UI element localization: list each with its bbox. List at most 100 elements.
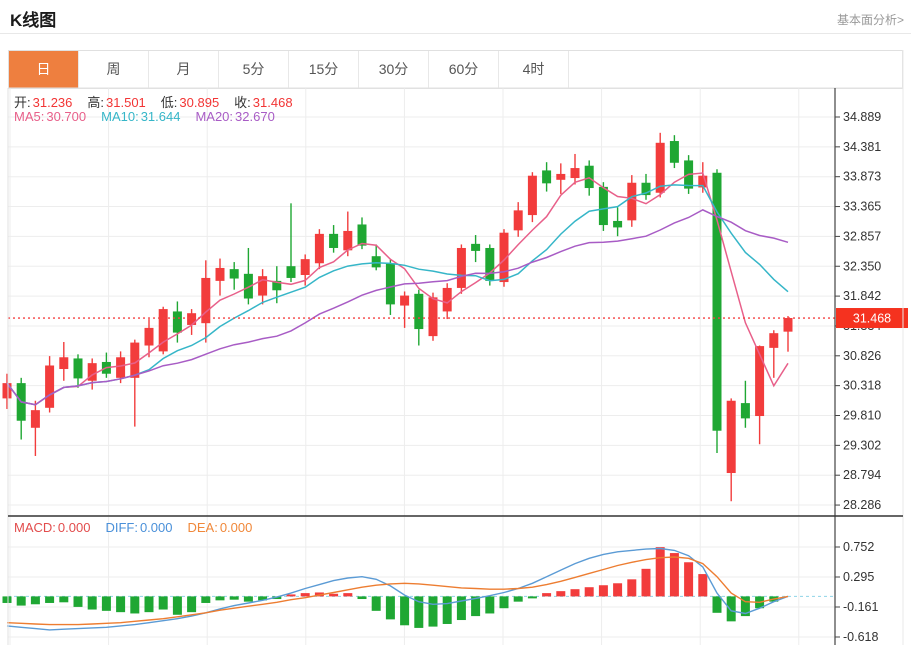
- y-axis-label: 31.842: [843, 289, 881, 303]
- macd-bar: [584, 587, 594, 597]
- candle: [527, 175, 537, 216]
- interval-tab-6[interactable]: 30分: [359, 51, 429, 88]
- candle: [456, 247, 466, 288]
- y-axis-label: 29.810: [843, 409, 881, 423]
- macd-bar: [542, 593, 552, 597]
- macd-bar: [627, 579, 637, 597]
- macd-bar: [513, 596, 523, 602]
- y-axis-label: 29.302: [843, 438, 881, 452]
- candle: [73, 358, 83, 379]
- legend-item: DEA: 0.000: [187, 520, 253, 535]
- macd-bar: [229, 596, 239, 600]
- interval-tab-8[interactable]: 4时: [499, 51, 569, 88]
- macd-bar: [456, 596, 466, 621]
- macd-bar: [300, 593, 310, 597]
- candle: [272, 280, 282, 291]
- legend-item: MACD: 0.000: [14, 520, 91, 535]
- candle: [740, 403, 750, 419]
- candle: [314, 233, 324, 264]
- macd-bar: [698, 574, 708, 597]
- macd-bar: [215, 596, 225, 601]
- candle: [669, 141, 679, 163]
- candle: [172, 311, 182, 333]
- candle: [769, 333, 779, 348]
- current-price-tag: [836, 308, 908, 329]
- dif-line: [6, 547, 789, 631]
- interval-tab-7[interactable]: 60分: [429, 51, 499, 88]
- macd-bar: [357, 596, 367, 600]
- dea-line: [6, 556, 789, 626]
- candle: [613, 220, 623, 228]
- page-title: K线图: [10, 11, 57, 30]
- macd-bar: [641, 568, 651, 597]
- macd-bar: [556, 591, 566, 597]
- macd-bar: [712, 596, 722, 613]
- macd-bar: [286, 594, 296, 597]
- macd-bar: [30, 596, 40, 605]
- macd-bar: [613, 583, 623, 597]
- candle: [598, 186, 608, 226]
- macd-bar: [414, 596, 424, 628]
- candle: [400, 295, 410, 306]
- candle: [87, 363, 97, 381]
- candle: [627, 182, 637, 221]
- macd-bar: [158, 596, 168, 610]
- candle: [343, 230, 353, 251]
- candle: [187, 313, 197, 325]
- macd-bar: [428, 596, 438, 627]
- candle: [570, 168, 580, 179]
- candle: [698, 175, 708, 188]
- legend-item: DIFF: 0.000: [105, 520, 173, 535]
- y-axis-label: 28.794: [843, 468, 881, 482]
- macd-bar: [655, 547, 665, 597]
- legend-item: 高: 31.501: [87, 95, 146, 110]
- candle: [428, 297, 438, 337]
- interval-tab-5[interactable]: 15分: [289, 51, 359, 88]
- candle: [258, 276, 268, 296]
- macd-bar: [485, 596, 495, 614]
- candle: [2, 383, 12, 399]
- legend-item: 开: 31.236: [14, 95, 73, 110]
- macd-bar: [16, 596, 26, 606]
- macd-bar: [329, 593, 339, 597]
- candle: [300, 259, 310, 276]
- macd-bar: [201, 596, 211, 603]
- y-axis-label: 28.286: [843, 498, 881, 512]
- macd-bar: [740, 596, 750, 617]
- interval-tab-3[interactable]: 月: [149, 51, 219, 88]
- candle: [201, 277, 211, 324]
- candle: [329, 233, 339, 248]
- y-axis-label: 33.873: [843, 170, 881, 184]
- candle: [755, 346, 765, 417]
- candle: [542, 170, 552, 184]
- interval-tab-4[interactable]: 5分: [219, 51, 289, 88]
- macd-bar: [527, 596, 537, 599]
- candle: [712, 172, 722, 431]
- macd-bar: [371, 596, 381, 611]
- macd-bar: [243, 596, 253, 602]
- candle: [556, 173, 566, 180]
- macd-bar: [87, 596, 97, 610]
- candle: [442, 287, 452, 312]
- fundamental-analysis-link[interactable]: 基本面分析>: [836, 13, 904, 27]
- interval-tab-1[interactable]: 日: [9, 51, 79, 88]
- macd-bar: [471, 596, 481, 617]
- interval-tab-2[interactable]: 周: [79, 51, 149, 88]
- legend-item: MA20: 32.670: [195, 109, 275, 124]
- macd-bar: [400, 596, 410, 626]
- candle: [130, 342, 140, 378]
- y-axis-label: 32.350: [843, 259, 881, 273]
- ohlc-legend: 开: 31.236 高: 31.501 低: 30.895 收: 31.468: [14, 92, 308, 111]
- macd-bar: [570, 589, 580, 597]
- legend-item: 低: 30.895: [160, 95, 220, 110]
- candle: [59, 357, 69, 370]
- y-axis-label: 34.381: [843, 140, 881, 154]
- macd-bar: [73, 596, 83, 607]
- interval-tab-strip: 日周月 5分 15分 30分 60分 4时: [8, 50, 903, 89]
- y-axis-label: 33.365: [843, 200, 881, 214]
- macd-bar: [258, 596, 268, 601]
- macd-bar: [385, 596, 395, 620]
- candle: [499, 232, 509, 283]
- ma20-line: [6, 209, 789, 406]
